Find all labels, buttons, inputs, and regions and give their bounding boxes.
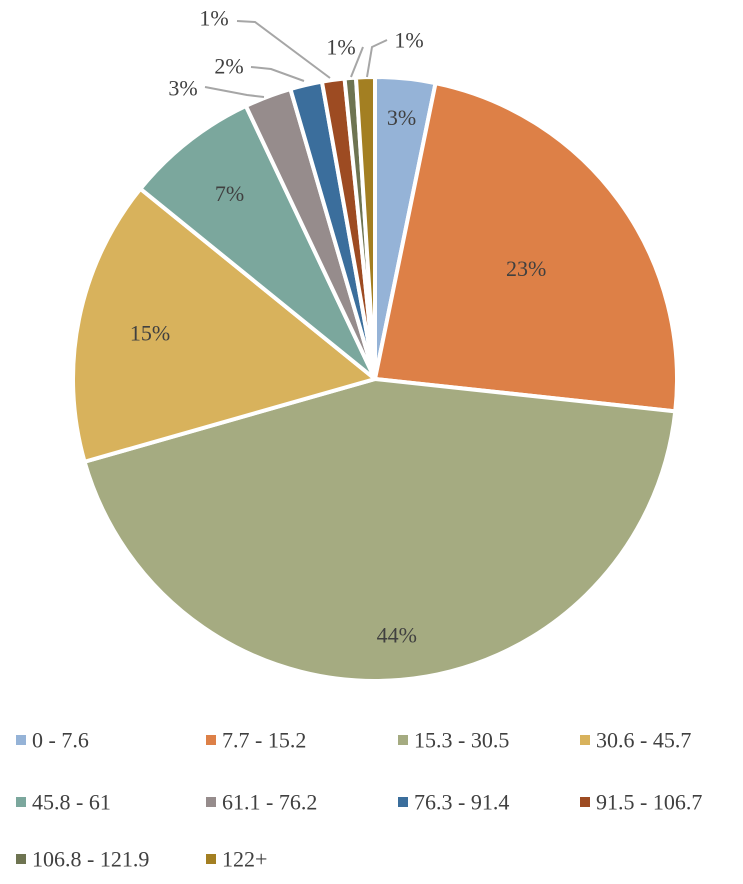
legend-label-76-3-91-4: 76.3 - 91.4 <box>414 790 509 815</box>
legend-swatch-15-3-30-5 <box>398 735 408 745</box>
data-labels: 3% 23% 44% 15% 7% 3% 2% 1% 1% 1% <box>130 6 546 648</box>
legend-item-15-3-30-5: 15.3 - 30.5 <box>398 728 509 753</box>
data-label-0-7-6: 3% <box>387 105 416 130</box>
data-label-61-1-76-2: 3% <box>168 76 197 101</box>
leader-line-122-plus <box>366 39 388 78</box>
legend-label-61-1-76-2: 61.1 - 76.2 <box>222 790 317 815</box>
legend-item-91-5-106-7: 91.5 - 106.7 <box>580 790 702 815</box>
legend-swatch-0-7-6 <box>16 735 26 745</box>
legend-label-122-plus: 122+ <box>222 847 267 872</box>
legend-label-15-3-30-5: 15.3 - 30.5 <box>414 728 509 753</box>
legend-item-122-plus: 122+ <box>206 847 267 872</box>
leader-line-61-1-76-2 <box>204 86 265 98</box>
leader-lines <box>204 20 388 98</box>
pie-slice-7-7-15-2 <box>373 81 679 414</box>
legend-swatch-122-plus <box>206 854 216 864</box>
legend-swatch-7-7-15-2 <box>206 735 216 745</box>
pie-slices <box>71 74 679 683</box>
legend-item-7-7-15-2: 7.7 - 15.2 <box>206 728 306 753</box>
legend-swatch-91-5-106-7 <box>580 797 590 807</box>
legend-item-45-8-61: 45.8 - 61 <box>16 790 111 815</box>
legend-label-91-5-106-7: 91.5 - 106.7 <box>596 790 702 815</box>
leader-line-76-3-91-4 <box>250 66 305 82</box>
pie-slice-45-8-61 <box>138 103 377 381</box>
data-label-106-8-121-9: 1% <box>326 35 355 60</box>
data-label-122-plus: 1% <box>394 28 423 53</box>
data-label-15-3-30-5: 44% <box>377 622 417 647</box>
legend-label-30-6-45-7: 30.6 - 45.7 <box>596 728 691 753</box>
leader-line-91-5-106-7 <box>236 20 331 79</box>
legend-swatch-76-3-91-4 <box>398 797 408 807</box>
leader-line-106-8-121-9 <box>350 46 364 78</box>
legend: 0 - 7.6 7.7 - 15.2 15.3 - 30.5 30.6 - 45.7 4… <box>16 728 702 872</box>
data-label-30-6-45-7: 15% <box>130 321 170 346</box>
legend-item-30-6-45-7: 30.6 - 45.7 <box>580 728 691 753</box>
data-label-91-5-106-7: 1% <box>199 6 228 31</box>
legend-item-61-1-76-2: 61.1 - 76.2 <box>206 790 317 815</box>
pie-slice-30-6-45-7 <box>71 186 377 464</box>
legend-item-106-8-121-9: 106.8 - 121.9 <box>16 847 149 872</box>
legend-swatch-61-1-76-2 <box>206 797 216 807</box>
legend-swatch-106-8-121-9 <box>16 854 26 864</box>
legend-item-0-7-6: 0 - 7.6 <box>16 728 89 753</box>
legend-swatch-45-8-61 <box>16 797 26 807</box>
legend-item-76-3-91-4: 76.3 - 91.4 <box>398 790 509 815</box>
pie-slice-15-3-30-5 <box>82 377 678 683</box>
data-label-7-7-15-2: 23% <box>506 256 546 281</box>
legend-label-106-8-121-9: 106.8 - 121.9 <box>32 847 149 872</box>
legend-label-0-7-6: 0 - 7.6 <box>32 728 89 753</box>
legend-label-7-7-15-2: 7.7 - 15.2 <box>222 728 306 753</box>
data-label-45-8-61: 7% <box>215 181 244 206</box>
legend-swatch-30-6-45-7 <box>580 735 590 745</box>
data-label-76-3-91-4: 2% <box>214 54 243 79</box>
pie-slice-122-plus <box>353 74 377 381</box>
legend-label-45-8-61: 45.8 - 61 <box>32 790 111 815</box>
